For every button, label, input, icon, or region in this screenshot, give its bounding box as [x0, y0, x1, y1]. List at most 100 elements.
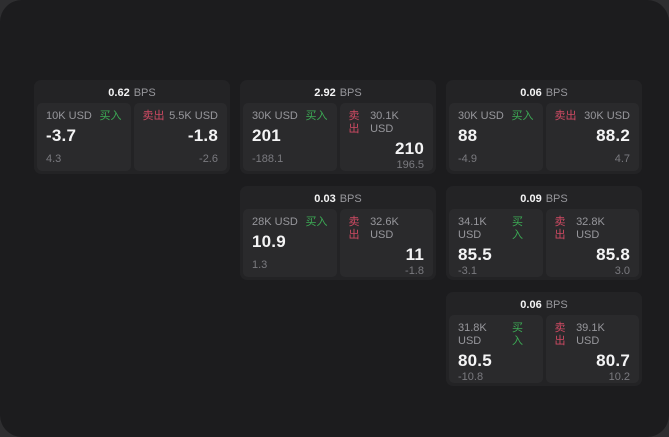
sell-panel[interactable]: 卖出 30K USD 88.2 4.7: [545, 103, 639, 171]
buy-panel[interactable]: 30K USD 买入 88 -4.9: [449, 103, 543, 171]
sell-price: -1.8: [187, 126, 218, 145]
sell-side-label: 卖出: [142, 110, 165, 122]
sell-top-row: 卖出 39.1K USD: [555, 322, 631, 348]
sell-panel[interactable]: 卖出 32.8K USD 85.8 3.0: [545, 209, 639, 277]
bps-unit-label: BPS: [339, 193, 362, 205]
sell-amount: 32.6K USD: [370, 216, 399, 241]
buy-amount: 30K USD: [252, 110, 298, 122]
bps-value: 0.06: [520, 87, 542, 99]
buy-price: 80.5: [458, 351, 492, 370]
sell-change: -1.8: [405, 265, 424, 277]
card-header: 0.06 BPS: [449, 295, 639, 315]
sell-price: 88.2: [596, 126, 630, 145]
quote-card: 0.03 BPS 28K USD 买入 10.9 1.3 卖出 32.6K US…: [240, 186, 436, 280]
buy-price: 88: [458, 126, 478, 145]
buy-amount: 34.1K USD: [458, 216, 487, 241]
sell-change: 3.0: [614, 265, 630, 277]
buy-side-label: 买入: [511, 216, 523, 241]
quote-card: 2.92 BPS 30K USD 买入 201 -188.1 卖出 30.1K …: [240, 80, 436, 174]
bps-unit-label: BPS: [545, 193, 568, 205]
buy-side-label: 买入: [305, 110, 328, 122]
buy-panel[interactable]: 10K USD 买入 -3.7 4.3: [37, 103, 131, 171]
card-header: 0.06 BPS: [449, 83, 639, 103]
card-header: 0.09 BPS: [449, 189, 639, 209]
panel-pair: 30K USD 买入 201 -188.1 卖出 30.1K USD 210 1…: [243, 103, 433, 171]
buy-side-label: 买入: [99, 110, 122, 122]
quote-card: 0.09 BPS 34.1K USD 买入 85.5 -3.1 卖出 32.8K…: [446, 186, 642, 280]
panel-pair: 10K USD 买入 -3.7 4.3 卖出 5.5K USD -1.8 -2.…: [37, 103, 227, 171]
bps-value: 2.92: [314, 87, 336, 99]
bps-value: 0.62: [108, 87, 130, 99]
sell-amount: 5.5K USD: [169, 110, 218, 122]
bps-unit-label: BPS: [133, 87, 156, 99]
buy-change: -188.1: [252, 153, 284, 165]
sell-side-label: 卖出: [554, 216, 566, 241]
buy-amount: 28K USD: [252, 216, 298, 228]
sell-amount: 32.8K USD: [576, 216, 605, 241]
sell-side-label: 卖出: [554, 110, 577, 122]
buy-amount: 10K USD: [46, 110, 92, 122]
card-header: 0.03 BPS: [243, 189, 433, 209]
panel-pair: 34.1K USD 买入 85.5 -3.1 卖出 32.8K USD 85.8…: [449, 209, 639, 277]
buy-amount: 31.8K USD: [458, 322, 487, 347]
buy-price: 10.9: [252, 232, 286, 251]
bps-unit-label: BPS: [545, 299, 568, 311]
sell-change: 10.2: [608, 371, 630, 383]
sell-change: -2.6: [199, 153, 218, 165]
sell-change: 196.5: [396, 159, 424, 171]
buy-side-label: 买入: [511, 110, 534, 122]
buy-change: 1.3: [252, 259, 268, 271]
buy-panel[interactable]: 28K USD 买入 10.9 1.3: [243, 209, 337, 277]
sell-panel[interactable]: 卖出 32.6K USD 11 -1.8: [339, 209, 433, 277]
sell-price: 80.7: [596, 351, 630, 370]
buy-panel[interactable]: 34.1K USD 买入 85.5 -3.1: [449, 209, 543, 277]
sell-top-row: 卖出 30.1K USD: [349, 110, 425, 136]
buy-top-row: 10K USD 买入: [46, 110, 122, 123]
panel-pair: 31.8K USD 买入 80.5 -10.8 卖出 39.1K USD 80.…: [449, 315, 639, 383]
buy-top-row: 28K USD 买入: [252, 216, 328, 229]
bps-unit-label: BPS: [545, 87, 568, 99]
sell-side-label: 卖出: [554, 322, 566, 347]
quote-card: 0.06 BPS 31.8K USD 买入 80.5 -10.8 卖出 39.1…: [446, 292, 642, 386]
buy-top-row: 34.1K USD 买入: [458, 216, 534, 242]
sell-top-row: 卖出 5.5K USD: [143, 110, 219, 123]
sell-price: 210: [395, 139, 424, 158]
buy-side-label: 买入: [511, 322, 523, 347]
card-header: 0.62 BPS: [37, 83, 227, 103]
buy-change: -4.9: [458, 153, 477, 165]
sell-amount: 30K USD: [584, 110, 630, 122]
sell-side-label: 卖出: [348, 216, 360, 241]
buy-amount: 30K USD: [458, 110, 504, 122]
buy-price: 85.5: [458, 245, 492, 264]
sell-change: 4.7: [614, 153, 630, 165]
sell-panel[interactable]: 卖出 5.5K USD -1.8 -2.6: [133, 103, 227, 171]
sell-amount: 30.1K USD: [370, 110, 399, 135]
buy-panel[interactable]: 31.8K USD 买入 80.5 -10.8: [449, 315, 543, 383]
sell-panel[interactable]: 卖出 39.1K USD 80.7 10.2: [545, 315, 639, 383]
quote-card: 0.06 BPS 30K USD 买入 88 -4.9 卖出 30K USD: [446, 80, 642, 174]
quote-board: 0.62 BPS 10K USD 买入 -3.7 4.3 卖出 5.5K USD: [34, 80, 642, 386]
sell-amount: 39.1K USD: [576, 322, 605, 347]
buy-change: -3.1: [458, 265, 477, 277]
bps-value: 0.06: [520, 299, 542, 311]
buy-top-row: 31.8K USD 买入: [458, 322, 534, 348]
sell-top-row: 卖出 30K USD: [555, 110, 631, 123]
quote-card: 0.62 BPS 10K USD 买入 -3.7 4.3 卖出 5.5K USD: [34, 80, 230, 174]
panel-pair: 28K USD 买入 10.9 1.3 卖出 32.6K USD 11 -1.8: [243, 209, 433, 277]
buy-side-label: 买入: [305, 216, 328, 228]
bps-unit-label: BPS: [339, 87, 362, 99]
bps-value: 0.03: [314, 193, 336, 205]
buy-price: -3.7: [46, 126, 77, 145]
sell-top-row: 卖出 32.6K USD: [349, 216, 425, 242]
buy-price: 201: [252, 126, 281, 145]
card-header: 2.92 BPS: [243, 83, 433, 103]
bps-value: 0.09: [520, 193, 542, 205]
sell-price: 11: [405, 245, 424, 264]
sell-top-row: 卖出 32.8K USD: [555, 216, 631, 242]
sell-price: 85.8: [596, 245, 630, 264]
sell-side-label: 卖出: [348, 110, 360, 135]
sell-panel[interactable]: 卖出 30.1K USD 210 196.5: [339, 103, 433, 171]
buy-panel[interactable]: 30K USD 买入 201 -188.1: [243, 103, 337, 171]
buy-change: 4.3: [46, 153, 62, 165]
